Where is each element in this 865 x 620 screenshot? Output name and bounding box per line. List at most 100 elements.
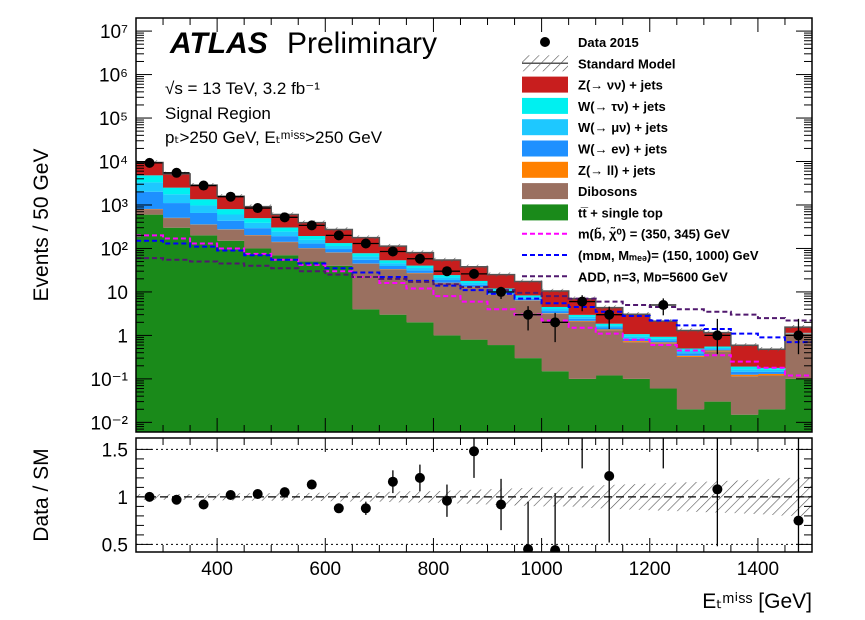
stack-bar: [217, 196, 245, 210]
stack-bar: [730, 414, 759, 432]
stack-bar: [163, 187, 191, 195]
sm-total-line: [136, 161, 812, 351]
data-marker: [577, 296, 588, 307]
ratio-point: [712, 438, 723, 547]
data-points: [136, 157, 812, 355]
stack-bar: [271, 236, 299, 242]
background-stack: [136, 160, 812, 432]
legend-entry-signal: (mᴅᴍ, Mₘₑₔ)= (150, 1000) GeV: [522, 248, 759, 263]
x-tick-label: 1000: [520, 559, 562, 580]
stack-bar: [649, 336, 678, 339]
stack-bar: [460, 282, 489, 285]
stack-bar: [190, 224, 218, 236]
stack-bar: [514, 295, 543, 298]
data-point: [325, 230, 352, 241]
stack-bar: [541, 290, 570, 307]
stack-bar: [757, 409, 786, 432]
ratio-point: [414, 464, 425, 492]
stack-bar: [271, 242, 299, 256]
data-point: [515, 306, 542, 331]
stack-bar: [136, 214, 164, 432]
legend-swatch: [522, 161, 568, 178]
data-point: [190, 180, 217, 191]
stack-bar: [541, 306, 570, 309]
data-point: [488, 286, 515, 299]
legend-label: Standard Model: [578, 56, 676, 71]
data-point: [298, 220, 325, 231]
stack-bar: [244, 248, 272, 432]
data-marker: [414, 253, 425, 264]
top-y-axis-ticks: 10⁻² 10⁻¹ 1 10 10² 10³ 10⁴ 10⁵ 10⁶ 10⁷: [91, 17, 812, 434]
atlas-experiment: ATLAS: [169, 27, 268, 60]
reference-lines: [136, 448, 812, 545]
legend-label: Z(→ ll) + jets: [578, 163, 656, 178]
legend-entry-data: Data 2015: [540, 35, 639, 50]
stack-bar: [649, 321, 678, 337]
stack-bar: [271, 227, 299, 232]
legend-label: m(b̃, χ̃⁰) = (350, 345) GeV: [578, 227, 730, 242]
legend-data-marker: [540, 37, 550, 47]
stack-bar: [730, 371, 759, 375]
legend-entry-bkg: W(→ μν) + jets: [522, 119, 668, 136]
stack-bar: [325, 265, 353, 432]
stack-bar: [649, 342, 678, 344]
stack-bar: [622, 336, 651, 339]
stack-bar: [622, 334, 651, 337]
stack-bar: [784, 378, 812, 432]
ratio-point: [387, 470, 398, 494]
ratio-panel: 400 600 800 1000 1200 1400 0.511.5 Data / SM …: [30, 437, 813, 613]
ratio-marker: [333, 503, 344, 514]
data-marker: [144, 157, 155, 168]
ratio-marker: [550, 545, 561, 552]
stack-bar: [352, 256, 380, 260]
x-tick-label: 400: [201, 559, 233, 580]
stack-bar: [325, 243, 353, 246]
top-y-axis-label: Events / 50 GeV: [30, 149, 53, 302]
stack-bar: [190, 185, 218, 200]
stack-bar: [730, 374, 759, 377]
ratio-point: [252, 489, 263, 500]
stack-bar: [757, 367, 786, 370]
signal-curve-1: [136, 239, 812, 344]
legend-label: Z(→ νν) + jets: [578, 78, 663, 93]
stack-bar: [649, 340, 678, 343]
x-tick-label: 600: [309, 559, 341, 580]
stack-bar: [244, 235, 272, 249]
legend-label: W(→ τν) + jets: [578, 99, 666, 114]
stack-bar: [568, 378, 597, 432]
stack-bar: [622, 378, 651, 432]
data-point: [217, 191, 244, 202]
signal-curves: [136, 234, 812, 377]
ratio-point: [333, 503, 344, 514]
ratio-point: [523, 501, 534, 552]
stack-bar: [649, 338, 678, 341]
data-point: [433, 266, 460, 277]
data-marker: [387, 246, 398, 257]
data-point: [352, 238, 379, 249]
y-tick-label: 10⁶: [99, 66, 128, 87]
stack-bar: [379, 263, 407, 266]
data-marker: [658, 300, 669, 311]
stack-bar: [487, 345, 516, 432]
stack-bar: [190, 199, 218, 206]
legend-label: Data 2015: [578, 35, 639, 50]
stack-bar: [676, 348, 705, 351]
atlas-label: ATLAS Preliminary: [169, 27, 437, 60]
ratio-marker: [496, 499, 507, 510]
stack-bar: [406, 322, 434, 432]
legend: Data 2015 Standard Model Z(→ νν) + jets W(→…: [522, 35, 759, 284]
data-point: [461, 268, 487, 279]
stack-bar: [352, 263, 380, 310]
ratio-marker: [252, 489, 263, 500]
y-tick-label: 10⁻²: [91, 413, 129, 434]
ratio-marker: [712, 484, 723, 495]
stack-bar: [649, 343, 678, 389]
stack-bar: [676, 409, 705, 432]
ratio-marker: [441, 495, 452, 506]
data-point: [163, 167, 190, 178]
stack-layer-5: [136, 175, 812, 370]
ratio-point: [306, 479, 317, 490]
y-tick-label: 10⁻¹: [91, 370, 129, 391]
stack-bar: [163, 194, 191, 204]
stack-bar: [325, 245, 353, 250]
